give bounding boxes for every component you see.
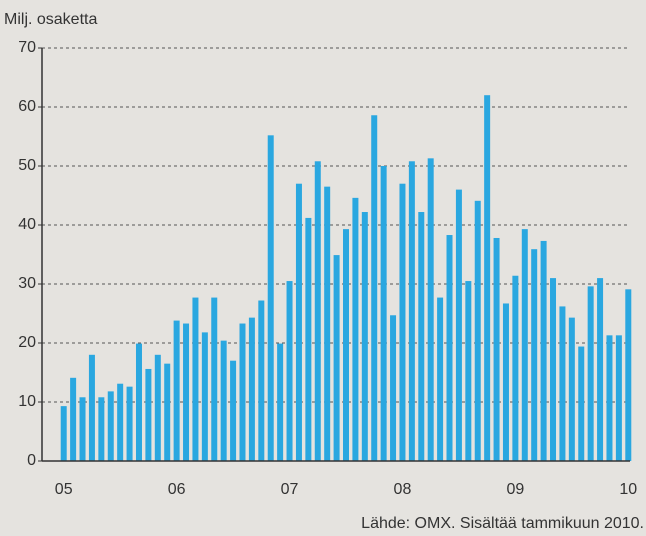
bar (135, 343, 142, 461)
bar (455, 189, 462, 461)
bar (550, 278, 557, 461)
bar (88, 354, 95, 461)
bar (606, 335, 613, 461)
bar (465, 281, 472, 461)
bar (126, 386, 133, 461)
bar (230, 360, 237, 461)
bar (474, 200, 481, 461)
bar (98, 397, 105, 461)
x-tick-label: 07 (281, 481, 299, 498)
bar (437, 297, 444, 461)
bar (60, 406, 67, 461)
bar (220, 340, 227, 461)
bar (277, 343, 284, 461)
y-tick-label: 10 (18, 393, 36, 410)
bar (615, 335, 622, 461)
x-tick-label: 05 (55, 481, 73, 498)
bar (79, 397, 86, 461)
bar (145, 368, 152, 461)
bar (390, 315, 397, 461)
y-tick-label: 0 (27, 452, 36, 469)
bar (211, 297, 218, 461)
bar (361, 212, 368, 461)
bar (512, 275, 519, 461)
y-tick-label: 50 (18, 157, 36, 174)
bar (164, 363, 171, 461)
y-axis-label: Milj. osaketta (4, 11, 97, 28)
bar (295, 183, 302, 461)
bar (559, 306, 566, 461)
y-tick-label: 20 (18, 334, 36, 351)
bar (314, 161, 321, 461)
bar (70, 377, 77, 461)
bar (531, 249, 538, 461)
bar (578, 346, 585, 461)
source-note: Lähde: OMX. Sisältää tammikuun 2010. (361, 515, 644, 532)
bar (117, 383, 124, 461)
bar (192, 297, 199, 461)
x-tick-label: 09 (506, 481, 524, 498)
bar (201, 332, 208, 461)
bar (446, 235, 453, 461)
x-tick-label: 06 (168, 481, 186, 498)
bar (380, 166, 387, 461)
bar (286, 281, 293, 461)
bar (343, 229, 349, 461)
bar (625, 289, 632, 461)
bar (521, 229, 528, 461)
bar (418, 212, 425, 461)
y-tick-label: 30 (18, 275, 36, 292)
y-tick-label: 70 (18, 39, 36, 56)
bar (568, 317, 575, 461)
bar (324, 186, 331, 461)
bar (183, 323, 190, 461)
bar (399, 183, 406, 461)
bar (427, 158, 434, 461)
bar (352, 197, 359, 462)
bar (333, 255, 340, 461)
bar (493, 237, 500, 461)
bar (371, 115, 378, 461)
bar (587, 286, 594, 461)
y-tick-label: 40 (18, 216, 36, 233)
bar (154, 354, 161, 461)
x-tick-label: 08 (394, 481, 412, 498)
bar (484, 95, 491, 461)
bar (502, 303, 509, 461)
bar (267, 135, 274, 461)
bar (597, 278, 604, 461)
bar (258, 300, 265, 461)
x-tick-label: 10 (619, 481, 637, 498)
bar (248, 317, 255, 461)
y-tick-label: 60 (18, 98, 36, 115)
bar (173, 320, 180, 461)
bar (305, 217, 312, 461)
bar (408, 161, 415, 461)
bar (540, 240, 547, 461)
bar (239, 323, 246, 461)
bar (107, 391, 114, 461)
